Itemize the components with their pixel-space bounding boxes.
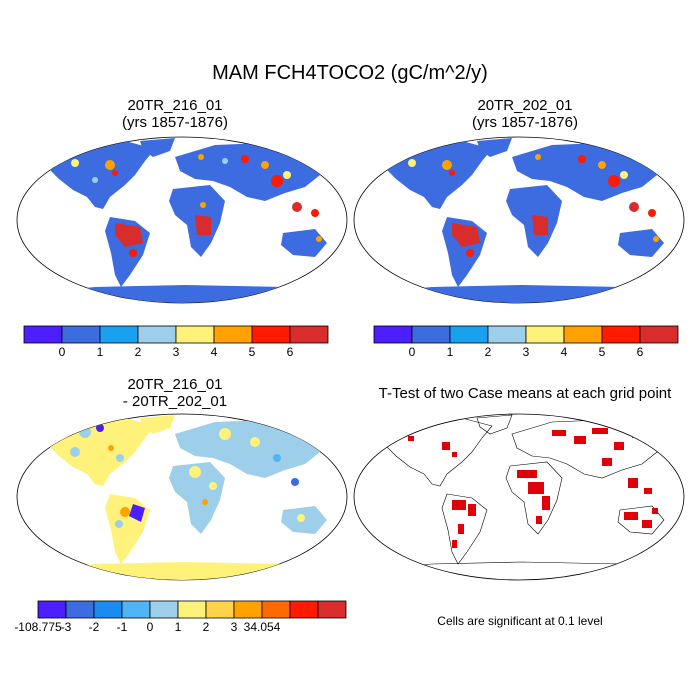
colorbar-case1-swatch — [99, 325, 139, 344]
panel-title-diff: 20TR_216_01 - 20TR_202_01 — [60, 376, 290, 410]
colorbar-diff-swatch — [93, 600, 123, 619]
colorbar-case1-swatch — [61, 325, 101, 344]
colorbar-case1-swatch — [213, 325, 253, 344]
panel-title-case2: 20TR_202_01 (yrs 1857-1876) — [410, 97, 640, 131]
colorbar-diff-tick-label: -1 — [117, 620, 128, 634]
land-case2 — [372, 138, 672, 303]
colorbar-case1-swatch — [251, 325, 291, 344]
colorbar-diff-tick-label: -2 — [89, 620, 100, 634]
colorbar-case2-swatch — [411, 325, 451, 344]
colorbar-case2-tick-label: 4 — [561, 345, 568, 359]
colorbar-case1-labels: 0 1 2 3 4 5 6 — [59, 345, 294, 359]
colorbar-case2-tick-label: 5 — [599, 345, 606, 359]
colorbar-case1-tick-label: 2 — [135, 345, 142, 359]
colorbar-case1-tick-label: 5 — [249, 345, 256, 359]
panel-title-ttest: T-Test of two Case means at each grid po… — [355, 385, 695, 402]
colorbar-diff-tick-label: 1 — [175, 620, 182, 634]
panel-title-case1: 20TR_216_01 (yrs 1857-1876) — [60, 97, 290, 131]
colorbar-case2-swatch — [601, 325, 641, 344]
colorbar-diff-labels: -108.775-3 -2 -1 0 1 2 3 34.054 — [14, 620, 280, 634]
colorbar-diff-swatch — [317, 600, 347, 619]
colorbar-case1-tick-label: 4 — [211, 345, 218, 359]
panel-diff-title-line2: - 20TR_202_01 — [122, 393, 228, 410]
colorbar-case2-boxes — [373, 325, 679, 344]
colorbar-case2: 0 1 2 3 4 5 6 — [373, 325, 679, 359]
colorbar-case2-tick-label: 6 — [637, 345, 644, 359]
panel-ttest-title-line1: T-Test of two Case means at each grid po… — [378, 385, 672, 402]
colorbar-diff-tick-label: 0 — [147, 620, 154, 634]
colorbar-case1-tick-label: 6 — [287, 345, 294, 359]
colorbar-case2-swatch — [449, 325, 489, 344]
colorbar-diff-tick-label: 2 — [203, 620, 210, 634]
colorbar-diff-swatch — [205, 600, 235, 619]
panel-diff-title-line1: 20TR_216_01 — [127, 376, 223, 393]
colorbar-case1-swatch — [289, 325, 329, 344]
map-diff — [16, 413, 348, 581]
map-case1 — [16, 136, 348, 304]
colorbar-case2-tick-label: 3 — [523, 345, 530, 359]
colorbar-case1-tick-label: 0 — [59, 345, 66, 359]
colorbar-case1-tick-label: 3 — [173, 345, 180, 359]
colorbar-diff-boxes — [37, 600, 347, 619]
colorbar-case2-tick-label: 0 — [409, 345, 416, 359]
colorbar-case1: 0 1 2 3 4 5 6 — [23, 325, 329, 359]
colorbar-case1-boxes — [23, 325, 329, 344]
colorbar-diff-swatch — [149, 600, 179, 619]
panel-case2-title-line1: 20TR_202_01 — [477, 97, 573, 114]
significance-note: Cells are significant at 0.1 level — [437, 614, 603, 628]
colorbar-diff-swatch — [65, 600, 95, 619]
colorbar-diff-swatch — [233, 600, 263, 619]
panel-case2-title-line2: (yrs 1857-1876) — [472, 114, 578, 131]
significant-cells — [392, 428, 658, 548]
colorbar-diff-swatch — [261, 600, 291, 619]
colorbar-case1-swatch — [175, 325, 215, 344]
colorbar-diff: -108.775-3 -2 -1 0 1 2 3 34.054 — [14, 600, 347, 634]
panel-case1-title-line1: 20TR_216_01 — [127, 97, 223, 114]
colorbar-case2-swatch — [563, 325, 603, 344]
panel-case1-title-line2: (yrs 1857-1876) — [122, 114, 228, 131]
colorbar-case2-tick-label: 2 — [485, 345, 492, 359]
colorbar-case1-swatch — [23, 325, 63, 344]
colorbar-diff-swatch — [289, 600, 319, 619]
colorbar-diff-tick-label: -3 — [61, 620, 72, 634]
colorbar-case2-swatch — [373, 325, 413, 344]
colorbar-case1-swatch — [137, 325, 177, 344]
colorbar-diff-tick-label: -108.775 — [14, 620, 62, 634]
colorbar-case1-tick-label: 1 — [97, 345, 104, 359]
colorbar-diff-swatch — [177, 600, 207, 619]
colorbar-diff-tick-label: 34.054 — [244, 620, 281, 634]
colorbar-diff-tick-label: 3 — [231, 620, 238, 634]
map-ttest — [353, 413, 685, 581]
colorbar-case2-swatch — [487, 325, 527, 344]
colorbar-case2-labels: 0 1 2 3 4 5 6 — [409, 345, 644, 359]
map-case2 — [353, 136, 685, 304]
colorbar-case2-swatch — [525, 325, 565, 344]
colorbar-diff-swatch — [37, 600, 67, 619]
figure-title: MAM FCH4TOCO2 (gC/m^2/y) — [212, 62, 488, 84]
colorbar-case2-swatch — [639, 325, 679, 344]
colorbar-diff-swatch — [121, 600, 151, 619]
diff-patches — [70, 424, 320, 528]
colorbar-case2-tick-label: 1 — [447, 345, 454, 359]
